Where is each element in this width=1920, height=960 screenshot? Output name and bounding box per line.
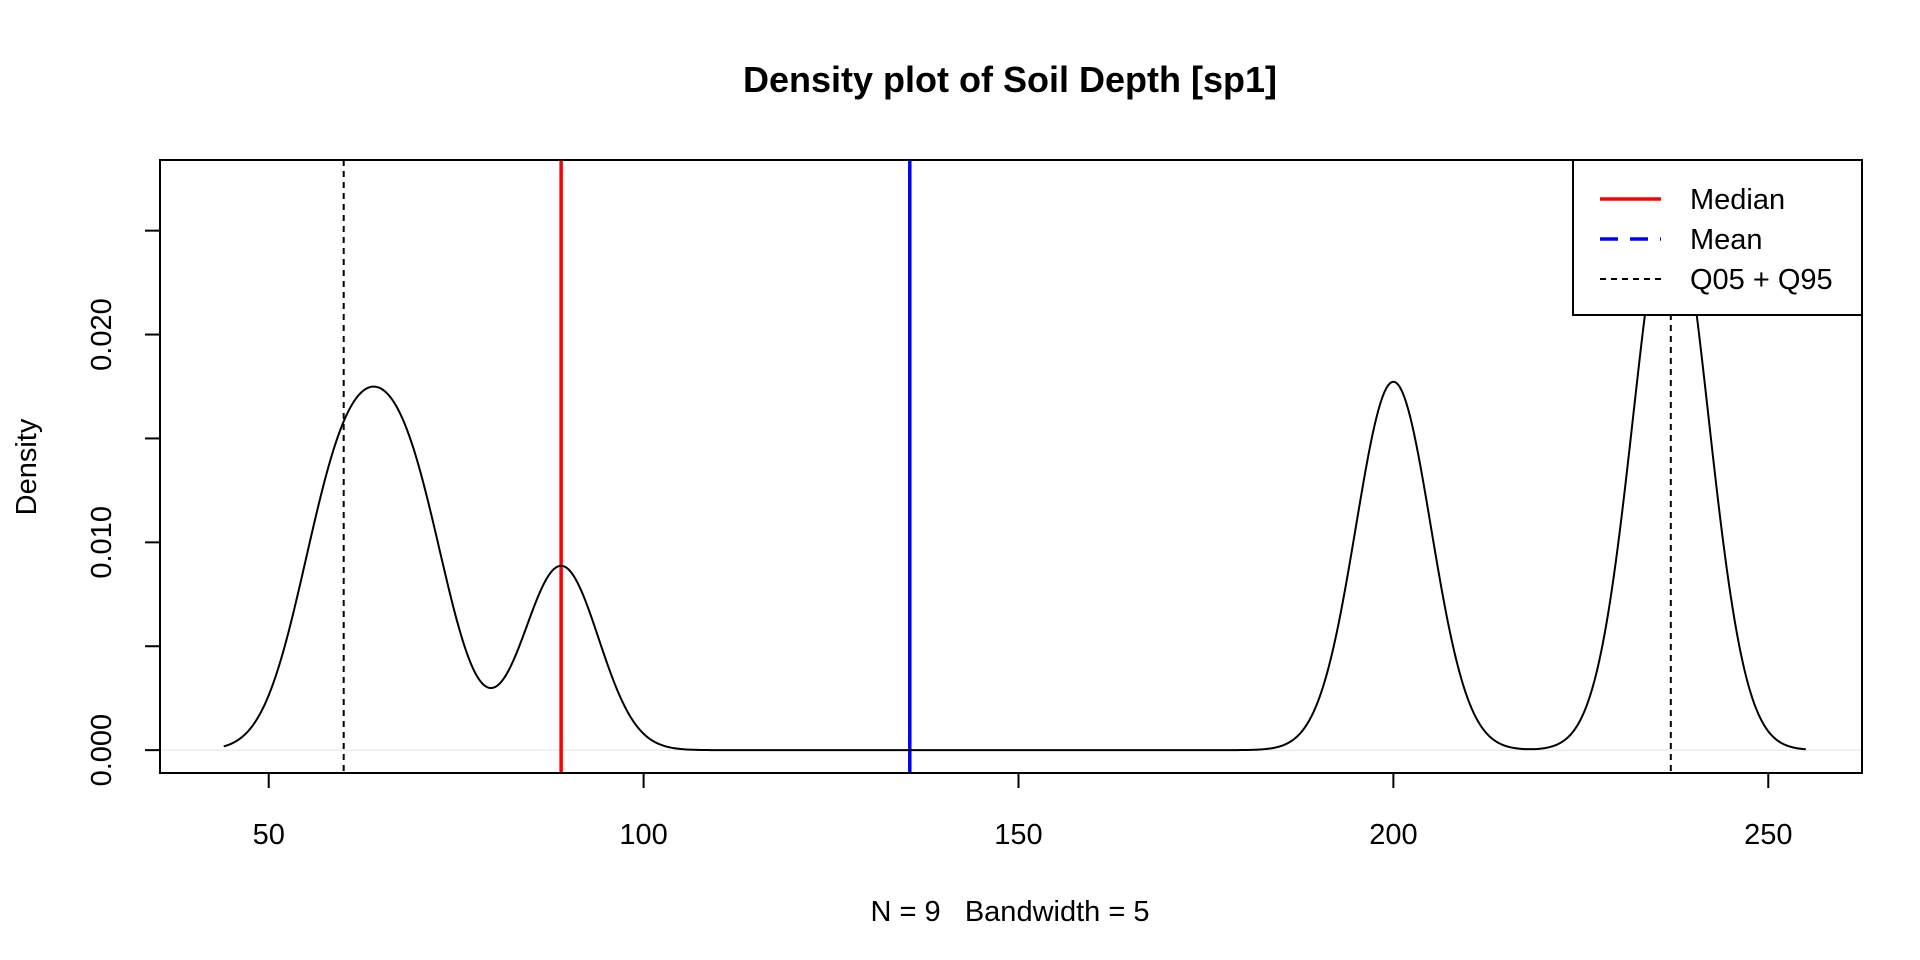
x-tick-label: 50 [253, 819, 285, 851]
legend-label: Median [1690, 184, 1785, 216]
x-axis-label: N = 9 Bandwidth = 5 [871, 896, 1150, 928]
x-tick-label: 150 [994, 819, 1042, 851]
legend-box [1572, 159, 1863, 316]
chart-title: Density plot of Soil Depth [sp1] [743, 59, 1277, 100]
legend-label: Mean [1690, 224, 1763, 256]
y-axis-label: Density [11, 418, 43, 515]
y-tick-label: 0.020 [86, 298, 118, 371]
legend: Median Mean Q05 + Q95 [1572, 159, 1863, 316]
y-tick-label: 0.000 [86, 714, 118, 787]
x-axis: 50 100 150 200 250 [253, 773, 1792, 851]
x-tick-label: 250 [1744, 819, 1792, 851]
plot-frame [159, 159, 1863, 774]
reference-lines [342, 160, 1672, 773]
y-axis: 0.000 0.010 0.020 [86, 229, 160, 787]
density-curve [223, 196, 1806, 752]
x-tick-label: 200 [1369, 819, 1417, 851]
legend-label: Q05 + Q95 [1690, 264, 1833, 296]
x-tick-label: 100 [619, 819, 667, 851]
y-tick-label: 0.010 [86, 506, 118, 579]
